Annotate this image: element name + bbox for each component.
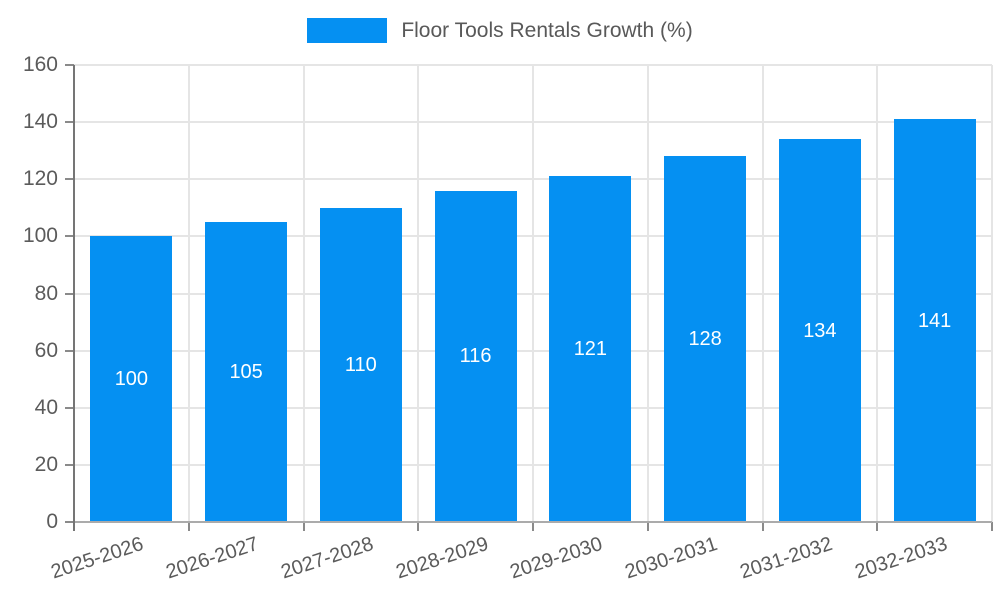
- bar[interactable]: [90, 236, 173, 522]
- x-gridline: [761, 65, 764, 522]
- y-axis-tick: [65, 178, 74, 181]
- x-axis-tick: [187, 522, 190, 531]
- bar[interactable]: [319, 207, 402, 522]
- y-axis-tick: [65, 235, 74, 238]
- y-axis-tick: [65, 349, 74, 352]
- y-tick-label: 60: [34, 338, 58, 362]
- x-axis-tick: [417, 522, 420, 531]
- x-gridline: [876, 65, 879, 522]
- y-tick-label: 120: [22, 167, 58, 191]
- x-gridline: [302, 65, 305, 522]
- x-gridline: [991, 65, 993, 522]
- bar[interactable]: [778, 139, 861, 522]
- y-axis-tick: [65, 64, 74, 66]
- bar[interactable]: [549, 176, 632, 522]
- bar-value-label: 110: [344, 353, 377, 376]
- x-axis-line: [74, 521, 992, 523]
- y-axis-tick: [65, 521, 74, 523]
- bar[interactable]: [205, 222, 288, 522]
- bar-value-label: 128: [688, 328, 722, 351]
- y-tick-label: 80: [34, 281, 58, 305]
- bar-value-label: 116: [459, 345, 492, 368]
- y-axis-tick: [65, 406, 74, 409]
- y-tick-label: 20: [34, 452, 58, 476]
- y-axis-tick: [65, 292, 74, 295]
- bar[interactable]: [434, 190, 517, 522]
- legend-swatch-icon: [307, 18, 388, 43]
- bar-value-label: 141: [917, 309, 952, 332]
- y-tick-label: 0: [46, 510, 58, 533]
- y-axis-line: [73, 65, 75, 531]
- legend-label: Floor Tools Rentals Growth (%): [401, 18, 693, 42]
- x-gridline: [187, 65, 190, 522]
- x-axis-tick: [761, 522, 764, 531]
- y-tick-label: 100: [22, 224, 58, 248]
- x-gridline: [646, 65, 649, 522]
- bar-value-label: 121: [573, 338, 608, 361]
- y-axis-tick: [65, 463, 74, 466]
- bar[interactable]: [893, 119, 976, 522]
- x-axis-tick: [532, 522, 534, 531]
- bar-value-label: 100: [114, 368, 149, 391]
- y-tick-label: 140: [22, 110, 58, 134]
- bar-value-label: 134: [803, 319, 837, 342]
- x-axis-tick: [876, 522, 879, 531]
- legend[interactable]: Floor Tools Rentals Growth (%): [0, 18, 1000, 43]
- x-axis-tick: [991, 522, 993, 531]
- bar[interactable]: [664, 156, 747, 522]
- x-axis-tick: [302, 522, 305, 531]
- bar-value-label: 105: [229, 361, 263, 384]
- x-gridline: [532, 65, 534, 522]
- x-axis-tick: [646, 522, 649, 531]
- y-tick-label: 40: [34, 395, 58, 419]
- y-tick-label: 160: [22, 53, 58, 76]
- x-gridline: [417, 65, 420, 522]
- y-axis-tick: [65, 121, 74, 124]
